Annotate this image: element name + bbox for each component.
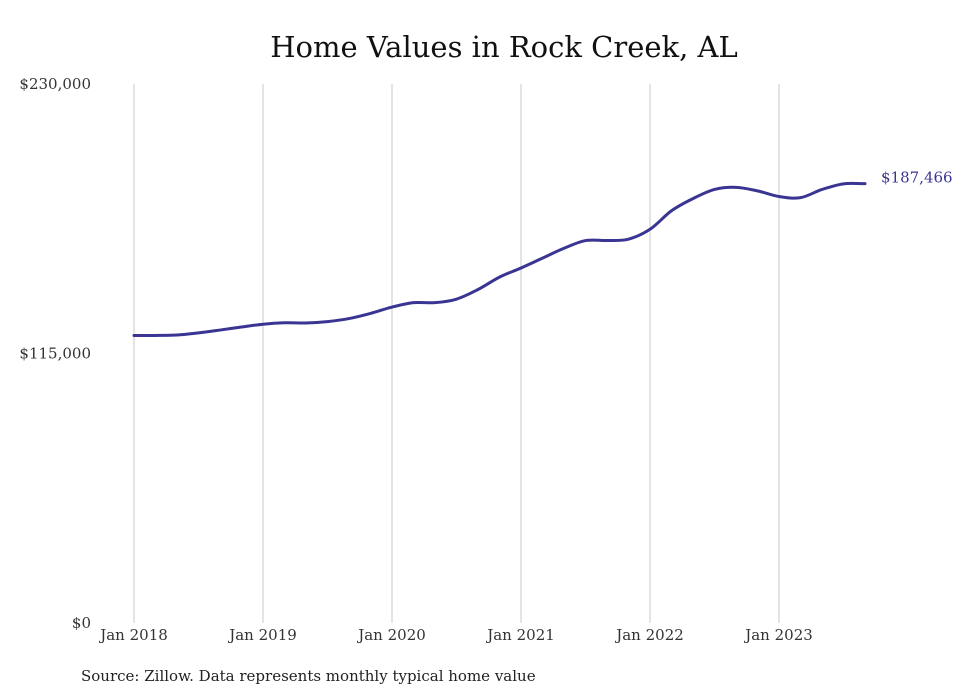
data-point	[454, 297, 458, 301]
data-point	[239, 325, 243, 329]
data-point	[497, 275, 501, 279]
data-point	[132, 333, 136, 337]
data-point	[755, 189, 759, 193]
series-line-1	[132, 181, 867, 337]
data-point	[691, 196, 695, 200]
x-tick-label: Jan 2023	[743, 626, 813, 644]
data-point	[583, 238, 587, 242]
x-axis-ticks: Jan 2018 Jan 2019 Jan 2020 Jan 2021 Jan 2022…	[98, 626, 813, 644]
data-point	[261, 322, 265, 326]
series-layer: $187,466	[132, 169, 953, 337]
y-tick-label: $230,000	[19, 75, 91, 93]
data-point	[218, 328, 222, 332]
end-value-label: $187,466	[881, 169, 953, 187]
data-point	[196, 331, 200, 335]
data-point	[841, 182, 845, 186]
x-tick-label: Jan 2018	[98, 626, 168, 644]
x-tick-label: Jan 2021	[485, 626, 555, 644]
data-point	[562, 246, 566, 250]
data-point	[347, 316, 351, 320]
data-point	[712, 187, 716, 191]
source-note: Source: Zillow. Data represents monthly …	[81, 667, 536, 685]
data-point	[433, 300, 437, 304]
data-point	[368, 311, 372, 315]
data-point	[153, 333, 157, 337]
data-point	[669, 209, 673, 213]
data-point	[648, 227, 652, 231]
data-point	[175, 333, 179, 337]
y-tick-label: $115,000	[19, 345, 91, 363]
y-tick-label: $0	[72, 614, 91, 632]
data-point	[519, 266, 523, 270]
chart-title: Home Values in Rock Creek, AL	[270, 30, 738, 64]
data-point	[798, 195, 802, 199]
data-point	[626, 237, 630, 241]
data-point	[476, 287, 480, 291]
data-point	[390, 305, 394, 309]
data-point	[540, 256, 544, 260]
data-point	[777, 194, 781, 198]
gridlines	[133, 84, 780, 623]
data-point	[282, 321, 286, 325]
data-point	[304, 321, 308, 325]
data-point	[820, 187, 824, 191]
x-tick-label: Jan 2022	[614, 626, 684, 644]
y-axis-ticks: $230,000 $115,000 $0	[19, 75, 91, 632]
data-point	[411, 300, 415, 304]
data-point	[325, 319, 329, 323]
x-tick-label: Jan 2020	[356, 626, 426, 644]
data-point	[605, 238, 609, 242]
data-point	[734, 185, 738, 189]
x-tick-label: Jan 2019	[227, 626, 297, 644]
data-point	[863, 181, 867, 185]
